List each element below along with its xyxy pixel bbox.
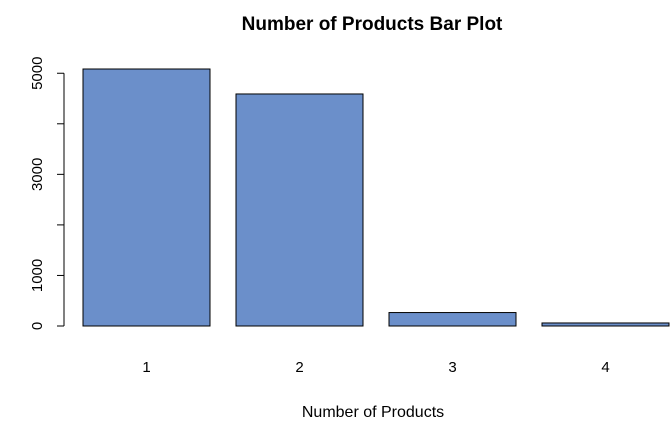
x-tick-label-3: 3 (448, 359, 456, 376)
x-tick-label-4: 4 (601, 359, 609, 376)
y-axis: 0 1000 3000 5000 (29, 57, 65, 330)
bars-group (82, 68, 670, 327)
x-axis-tick-labels: 1 2 3 4 (142, 359, 609, 376)
y-tick-label: 0 (29, 322, 46, 330)
bar-1 (82, 68, 211, 327)
x-tick-label-1: 1 (142, 359, 150, 376)
chart-title: Number of Products Bar Plot (242, 14, 503, 35)
y-tick-label: 5000 (29, 57, 46, 90)
bar-4 (541, 322, 670, 327)
x-axis-label: Number of Products (302, 404, 444, 421)
bar-2 (235, 93, 364, 327)
y-tick-label: 3000 (29, 158, 46, 191)
x-tick-label-2: 2 (295, 359, 303, 376)
bar-3 (388, 312, 517, 327)
y-tick-label: 1000 (29, 259, 46, 292)
